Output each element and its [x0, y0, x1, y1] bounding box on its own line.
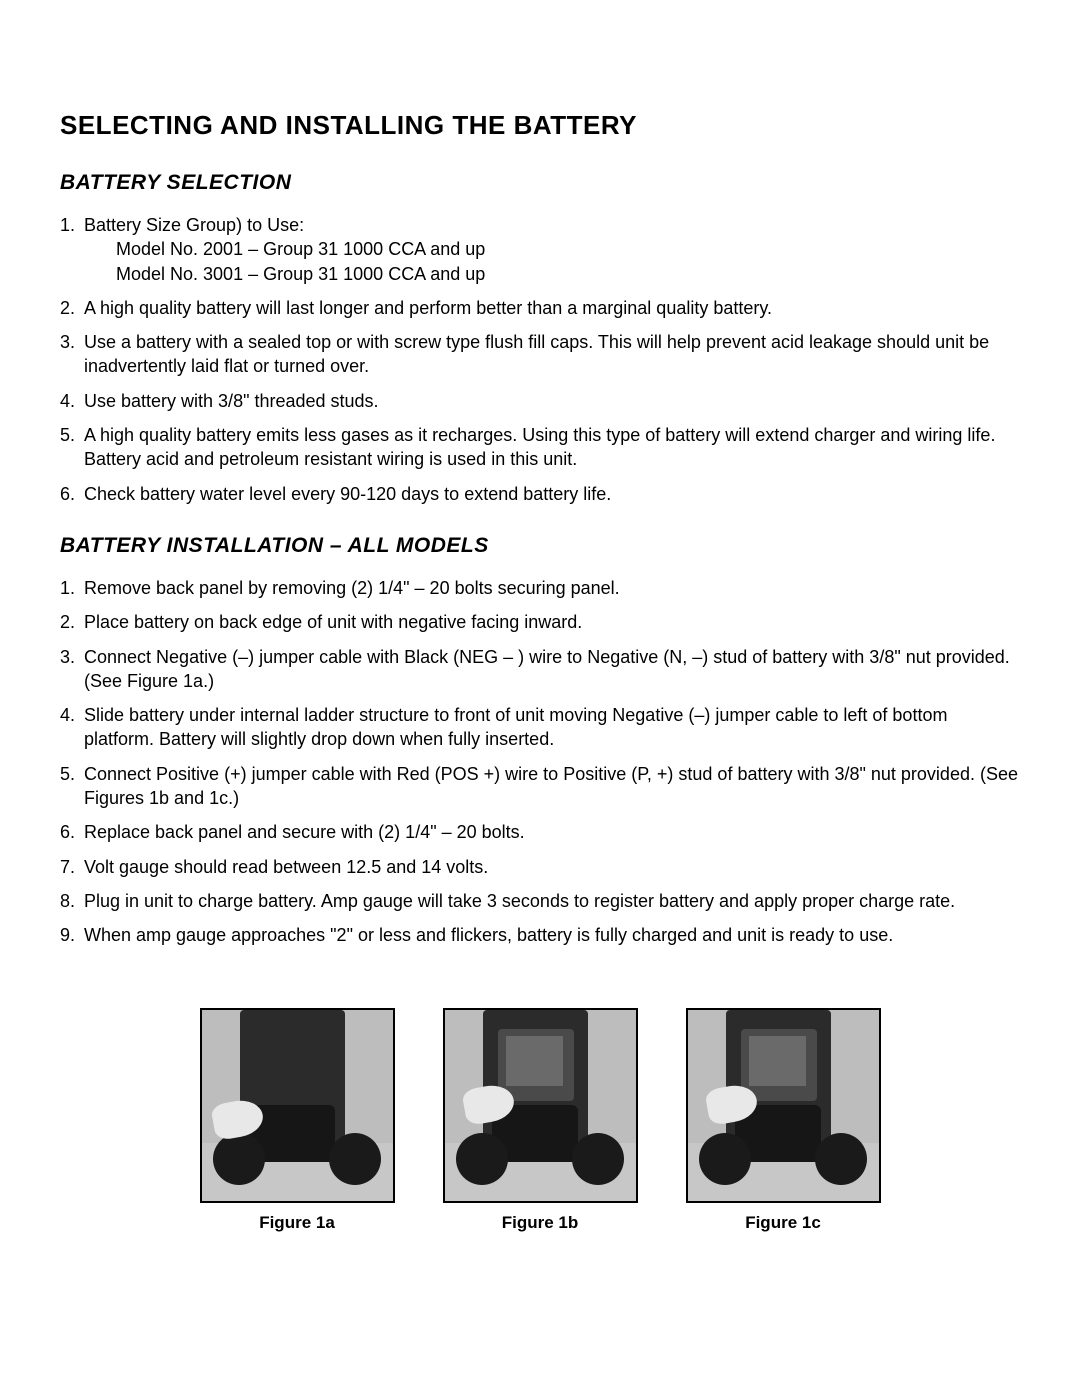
list-item: Connect Positive (+) jumper cable with R…	[60, 762, 1020, 811]
list-item: Volt gauge should read between 12.5 and …	[60, 855, 1020, 879]
list-item-text: Use battery with 3/8" threaded studs.	[84, 391, 379, 411]
list-item-text: When amp gauge approaches "2" or less an…	[84, 925, 893, 945]
figure-1b: Figure 1b	[443, 1008, 638, 1233]
battery-selection-list: Battery Size Group) to Use: Model No. 20…	[60, 213, 1020, 506]
figure-1c: Figure 1c	[686, 1008, 881, 1233]
list-item: A high quality battery emits less gases …	[60, 423, 1020, 472]
section-heading-battery-installation: BATTERY INSTALLATION – ALL MODELS	[60, 534, 1020, 558]
list-item-text: Slide battery under internal ladder stru…	[84, 705, 947, 749]
figure-1a-image	[200, 1008, 395, 1203]
figure-1c-image	[686, 1008, 881, 1203]
list-item-text: A high quality battery will last longer …	[84, 298, 772, 318]
list-item: Slide battery under internal ladder stru…	[60, 703, 1020, 752]
list-item: Remove back panel by removing (2) 1/4" –…	[60, 576, 1020, 600]
list-item-text: Remove back panel by removing (2) 1/4" –…	[84, 578, 620, 598]
list-item: A high quality battery will last longer …	[60, 296, 1020, 320]
list-item-text: Battery Size Group) to Use:	[84, 215, 304, 235]
list-item: Use a battery with a sealed top or with …	[60, 330, 1020, 379]
list-item-text: Use a battery with a sealed top or with …	[84, 332, 989, 376]
list-item: Use battery with 3/8" threaded studs.	[60, 389, 1020, 413]
list-item-subline: Model No. 3001 – Group 31 1000 CCA and u…	[84, 262, 1020, 286]
list-item: Place battery on back edge of unit with …	[60, 610, 1020, 634]
figure-1a: Figure 1a	[200, 1008, 395, 1233]
list-item-text: Place battery on back edge of unit with …	[84, 612, 582, 632]
section-heading-battery-selection: BATTERY SELECTION	[60, 171, 1020, 195]
list-item: Check battery water level every 90-120 d…	[60, 482, 1020, 506]
list-item: Battery Size Group) to Use: Model No. 20…	[60, 213, 1020, 286]
list-item-text: Connect Positive (+) jumper cable with R…	[84, 764, 1018, 808]
figure-1b-image	[443, 1008, 638, 1203]
list-item-subline: Model No. 2001 – Group 31 1000 CCA and u…	[84, 237, 1020, 261]
list-item-text: Plug in unit to charge battery. Amp gaug…	[84, 891, 955, 911]
figures-row: Figure 1a Figure 1b Figure 1c	[60, 1008, 1020, 1233]
list-item: Connect Negative (–) jumper cable with B…	[60, 645, 1020, 694]
list-item-text: Check battery water level every 90-120 d…	[84, 484, 611, 504]
battery-installation-list: Remove back panel by removing (2) 1/4" –…	[60, 576, 1020, 948]
list-item-text: Replace back panel and secure with (2) 1…	[84, 822, 525, 842]
figure-1a-caption: Figure 1a	[259, 1213, 335, 1233]
list-item: When amp gauge approaches "2" or less an…	[60, 923, 1020, 947]
figure-1b-caption: Figure 1b	[502, 1213, 579, 1233]
list-item: Replace back panel and secure with (2) 1…	[60, 820, 1020, 844]
list-item-text: Connect Negative (–) jumper cable with B…	[84, 647, 1010, 691]
figure-1c-caption: Figure 1c	[745, 1213, 821, 1233]
list-item-text: Volt gauge should read between 12.5 and …	[84, 857, 488, 877]
list-item: Plug in unit to charge battery. Amp gaug…	[60, 889, 1020, 913]
page-title: SELECTING AND INSTALLING THE BATTERY	[60, 110, 1020, 141]
list-item-text: A high quality battery emits less gases …	[84, 425, 995, 469]
